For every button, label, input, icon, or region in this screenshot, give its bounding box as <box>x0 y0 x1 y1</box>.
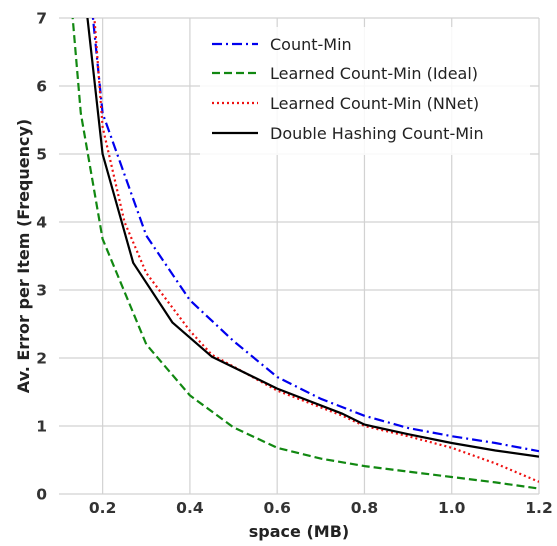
legend-label-learned-ideal: Learned Count-Min (Ideal) <box>270 64 478 83</box>
x-axis-label: space (MB) <box>249 522 349 541</box>
series-lines <box>71 18 539 490</box>
x-tick-label: 0.6 <box>263 499 290 517</box>
y-tick-label: 5 <box>36 146 47 164</box>
x-tick-label: 0.2 <box>89 499 116 517</box>
legend: Count-Min Learned Count-Min (Ideal) Lear… <box>200 27 530 155</box>
legend-label-learned-nnet: Learned Count-Min (NNet) <box>270 94 479 113</box>
legend-item-learned-nnet: Learned Count-Min (NNet) <box>212 94 479 113</box>
legend-item-double-hashing: Double Hashing Count-Min <box>212 124 484 143</box>
legend-item-learned-ideal: Learned Count-Min (Ideal) <box>212 64 478 83</box>
tick-labels: 0.2 0.4 0.6 0.8 1.0 1.2 0 1 2 3 4 5 6 7 <box>36 10 553 518</box>
y-tick-label: 3 <box>36 282 47 300</box>
y-tick-label: 2 <box>36 350 47 368</box>
legend-label-double-hashing: Double Hashing Count-Min <box>270 124 484 143</box>
y-tick-label: 1 <box>36 418 47 436</box>
y-tick-label: 0 <box>36 486 47 504</box>
series-line-count-min <box>91 18 539 453</box>
x-tick-label: 1.2 <box>525 499 552 517</box>
y-tick-label: 6 <box>36 78 47 96</box>
y-tick-label: 7 <box>36 10 47 28</box>
series-line-learned-count-min-ideal <box>71 18 539 490</box>
x-tick-label: 0.4 <box>176 499 204 517</box>
y-tick-label: 4 <box>36 214 47 232</box>
legend-label-count-min: Count-Min <box>270 35 352 54</box>
series-line-double-hashing-count-min <box>86 18 539 458</box>
legend-item-count-min: Count-Min <box>212 35 352 54</box>
y-axis-label: Av. Error per Item (Frequency) <box>14 119 33 393</box>
x-tick-label: 1.0 <box>438 499 466 517</box>
x-tick-label: 0.8 <box>351 499 378 517</box>
